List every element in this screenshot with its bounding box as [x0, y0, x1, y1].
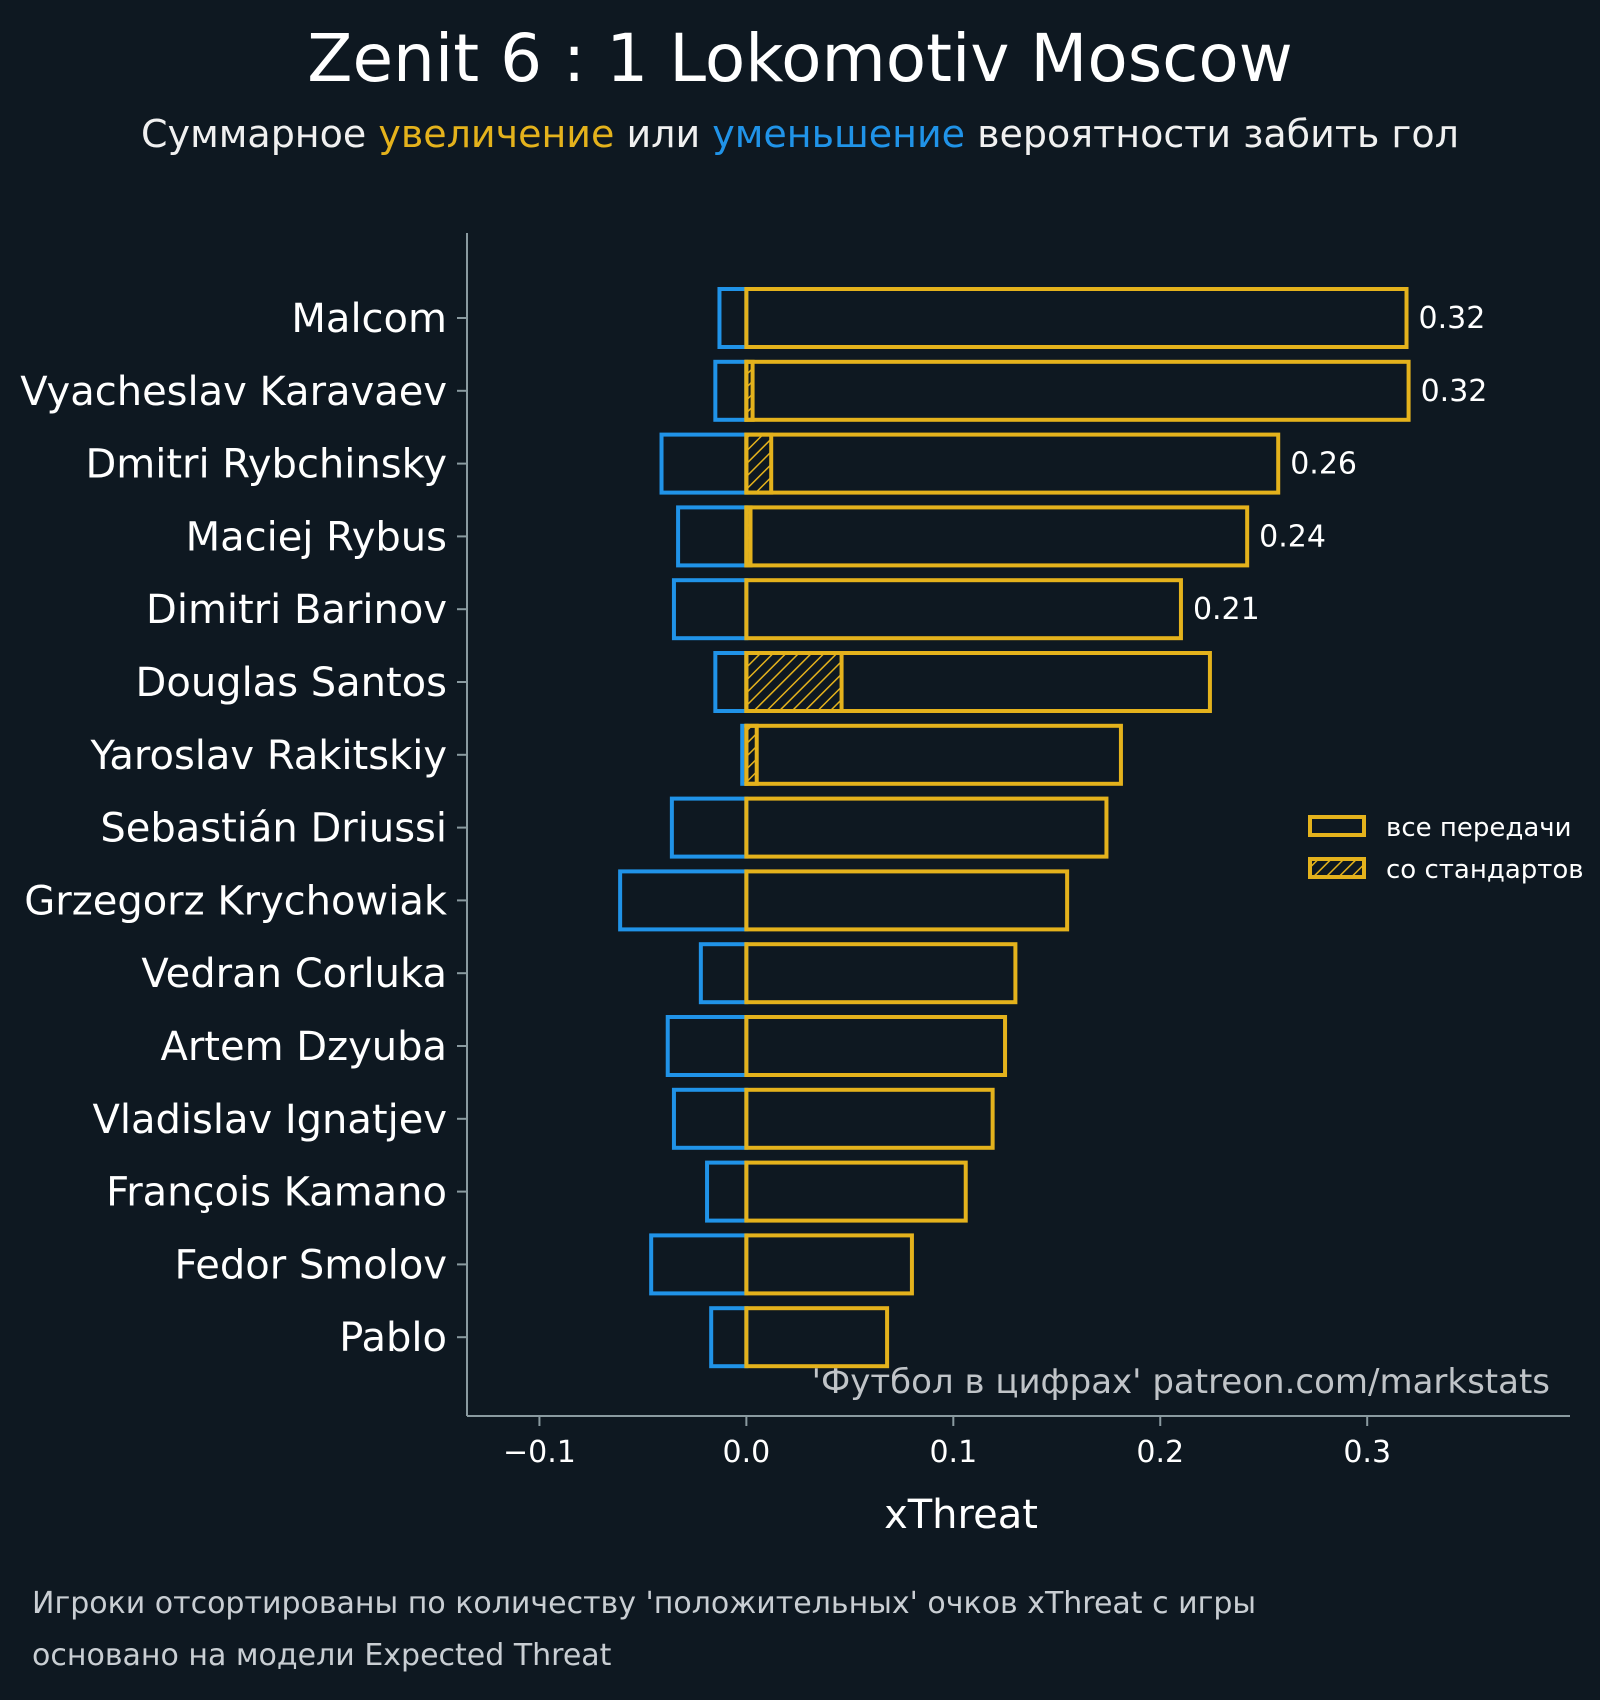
- positive-bar: [744, 578, 1183, 641]
- legend: все передачи со стандартов: [1308, 813, 1584, 885]
- legend-swatch-set-pieces: [1308, 857, 1366, 879]
- y-tick-label: Artem Dzyuba: [160, 1024, 447, 1070]
- negative-bar: [709, 1306, 749, 1369]
- chart-title: Zenit 6 : 1 Lokomotiv Moscow: [307, 20, 1293, 97]
- negative-bar: [671, 1087, 749, 1150]
- negative-bar: [713, 651, 749, 713]
- xthreat-bar-chart: 0.32 0.32 0.26 0.24 0.21 Malcom Vyacheslav Ka…: [20, 233, 1584, 1538]
- y-tick-label: Douglas Santos: [136, 660, 447, 706]
- negative-bar: [671, 578, 749, 641]
- x-tick-label: 0.3: [1343, 1435, 1391, 1470]
- legend-label-set-pieces: со стандартов: [1386, 855, 1584, 885]
- y-tick-label: Dmitri Rybchinsky: [85, 442, 447, 488]
- negative-bar: [717, 287, 749, 349]
- negative-bar: [659, 432, 749, 495]
- y-tick-label: Vyacheslav Karavaev: [20, 369, 447, 415]
- y-tick-label: Sebastián Driussi: [100, 806, 447, 852]
- x-axis-label: xThreat: [884, 1492, 1038, 1538]
- y-tick-label: Maciej Rybus: [186, 514, 447, 560]
- subtitle-increase: увеличение: [378, 112, 615, 156]
- positive-bar: [744, 505, 1250, 568]
- subtitle-part-3: вероятности забить гол: [965, 112, 1459, 156]
- negative-bar: [705, 1160, 749, 1223]
- y-tick-label: Grzegorz Krychowiak: [24, 878, 448, 924]
- y-tick-label: Pablo: [339, 1315, 447, 1361]
- subtitle-part-1: Суммарное: [141, 112, 379, 156]
- y-tick-label: Fedor Smolov: [174, 1242, 447, 1288]
- set-piece-bar: [744, 432, 774, 495]
- set-piece-bar: [744, 651, 844, 713]
- value-label: 0.32: [1421, 374, 1488, 409]
- y-tick-label: Vedran Corluka: [141, 951, 447, 997]
- positive-bar: [744, 869, 1070, 932]
- x-tick-label: −0.1: [503, 1435, 576, 1470]
- negative-bar: [676, 505, 749, 568]
- y-tick-label: Dimitri Barinov: [146, 587, 447, 633]
- y-tick-label: François Kamano: [106, 1170, 447, 1216]
- y-labels-layer: Malcom Vyacheslav Karavaev Dmitri Rybchins…: [20, 296, 467, 1361]
- subtitle-part-2: или: [614, 112, 713, 156]
- axes-layer: [466, 233, 1570, 1417]
- negative-bar: [618, 869, 749, 932]
- footnote: Игроки отсортированы по количеству 'поло…: [32, 1578, 1256, 1682]
- x-tick-label: 0.1: [929, 1435, 977, 1470]
- value-label: 0.26: [1290, 447, 1357, 482]
- x-tick-label: 0.2: [1136, 1435, 1184, 1470]
- x-ticks-layer: −0.1 0.0 0.1 0.2 0.3: [503, 1416, 1391, 1470]
- positive-bar: [744, 942, 1018, 1005]
- value-label: 0.21: [1193, 592, 1260, 627]
- positive-bar: [744, 723, 1123, 786]
- positive-bar: [744, 1233, 914, 1296]
- chart-subtitle: Суммарное увеличение или уменьшение веро…: [0, 112, 1600, 156]
- positive-bar: [744, 1015, 1008, 1077]
- legend-label-all-passes: все передачи: [1386, 813, 1572, 843]
- positive-bar: [744, 287, 1409, 349]
- positive-bar: [744, 432, 1281, 495]
- y-tick-label: Yaroslav Rakitskiy: [89, 733, 447, 779]
- value-label: 0.24: [1259, 519, 1326, 554]
- positive-bar: [744, 651, 1212, 713]
- y-tick-label: Malcom: [291, 296, 447, 342]
- y-tick-label: Vladislav Ignatjev: [93, 1097, 447, 1143]
- value-label: 0.32: [1419, 301, 1486, 336]
- negative-bar: [698, 942, 749, 1005]
- legend-swatch-all-passes: [1308, 815, 1366, 837]
- positive-bar: [744, 796, 1109, 859]
- positive-bar: [744, 1306, 890, 1369]
- positive-bar: [744, 1087, 995, 1150]
- negative-bar: [669, 796, 749, 859]
- bars-layer: 0.32 0.32 0.26 0.24 0.21: [618, 287, 1488, 1369]
- footnote-line-1: Игроки отсортированы по количеству 'поло…: [32, 1586, 1257, 1621]
- footnote-line-2: основано на модели Expected Threat: [32, 1638, 612, 1673]
- x-tick-label: 0.0: [723, 1435, 771, 1470]
- positive-bar: [744, 359, 1411, 422]
- positive-bar: [744, 1160, 968, 1223]
- negative-bar: [713, 359, 749, 422]
- watermark-text: 'Футбол в цифрах' patreon.com/markstats: [812, 1362, 1550, 1402]
- negative-bar: [649, 1233, 749, 1296]
- subtitle-decrease: уменьшение: [712, 112, 966, 156]
- negative-bar: [665, 1015, 749, 1077]
